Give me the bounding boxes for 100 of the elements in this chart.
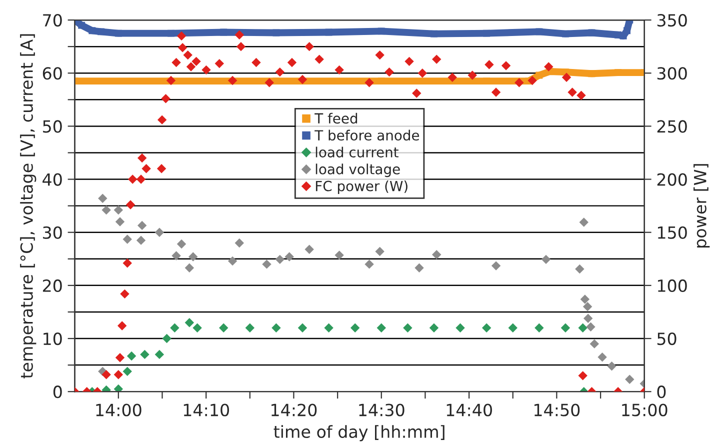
point [156,164,166,174]
y-tick-label: 0 [53,386,62,398]
point [234,238,244,248]
point [142,164,151,174]
point [140,350,150,360]
point [576,90,586,100]
point [364,260,374,269]
point [314,54,324,64]
point [304,244,314,254]
point [214,58,224,68]
point [218,323,228,333]
point [575,264,584,274]
point [412,88,422,98]
point [188,252,198,262]
point [298,74,308,84]
point [287,58,297,68]
y2-tick-label: 200 [657,173,687,186]
point [334,65,344,75]
point [430,30,438,38]
legend-label: T before anode [314,130,420,141]
point [483,30,490,37]
y-tick-label: 70 [43,14,62,27]
legend-label: FC power (W) [316,180,408,194]
point [98,28,105,36]
point [590,339,599,348]
point [384,67,394,77]
legend-label: T feed [314,112,358,124]
y-tick-label: 30 [43,226,62,239]
point [582,302,592,312]
legend-label: load voltage [316,164,400,178]
point [115,217,125,226]
legend-label: load current [316,146,398,158]
point [375,246,384,256]
point [245,323,255,333]
point [448,72,457,82]
y-tick-label: 40 [42,173,62,186]
point [184,263,194,273]
y-tick-label: 60 [42,67,62,80]
point [562,72,572,82]
point [536,72,543,79]
point [364,78,374,88]
point [220,28,228,36]
y-axis-title: temperature [°C], voltage [V], current [A] [20,34,36,378]
point [262,260,272,269]
point [117,321,127,330]
x-axis-title: time of day [hh:mm] [274,425,444,442]
point [102,370,111,380]
point [120,289,130,299]
point [418,68,428,78]
point [414,263,424,273]
point [136,174,146,184]
point [501,61,511,70]
point [275,254,284,264]
point [192,56,201,66]
point [192,323,202,333]
point [98,194,108,203]
point [128,174,138,184]
point [544,62,554,72]
point [228,76,238,86]
point [403,323,412,333]
point [114,370,124,380]
x-tick-label: 14:30 [359,404,404,416]
point [172,58,181,68]
point [562,30,569,38]
y-tick-label: 10 [44,332,62,346]
point [583,314,593,323]
point [122,234,132,244]
x-tick-label: 14:40 [446,404,492,416]
point [170,323,180,333]
point [234,30,244,40]
point [275,67,284,77]
point [514,78,524,88]
point [168,30,174,37]
point [228,256,238,266]
point [137,153,147,163]
y-tick-label: 20 [42,279,62,292]
point [161,94,170,104]
point [284,252,294,262]
point [154,228,164,237]
point [114,205,124,215]
x-tick-label: 14:00 [96,404,142,416]
point [272,29,280,36]
point [375,50,384,60]
point [137,220,147,230]
x-tick-label: 15:00 [622,404,668,416]
point [534,323,544,333]
point [598,352,607,362]
point [579,218,588,227]
y2-tick-label: 150 [658,226,687,239]
point [378,28,385,35]
x-tick-label: 14:50 [534,404,580,416]
point [482,323,492,333]
point [183,50,192,60]
y2-axis-title: power [W] [694,164,710,248]
point [541,254,551,264]
y2-tick-label: 250 [657,120,687,133]
point [78,22,86,29]
y2-tick-label: 50 [657,332,676,346]
point [115,353,125,362]
x-tick-label: 14:10 [184,404,229,416]
